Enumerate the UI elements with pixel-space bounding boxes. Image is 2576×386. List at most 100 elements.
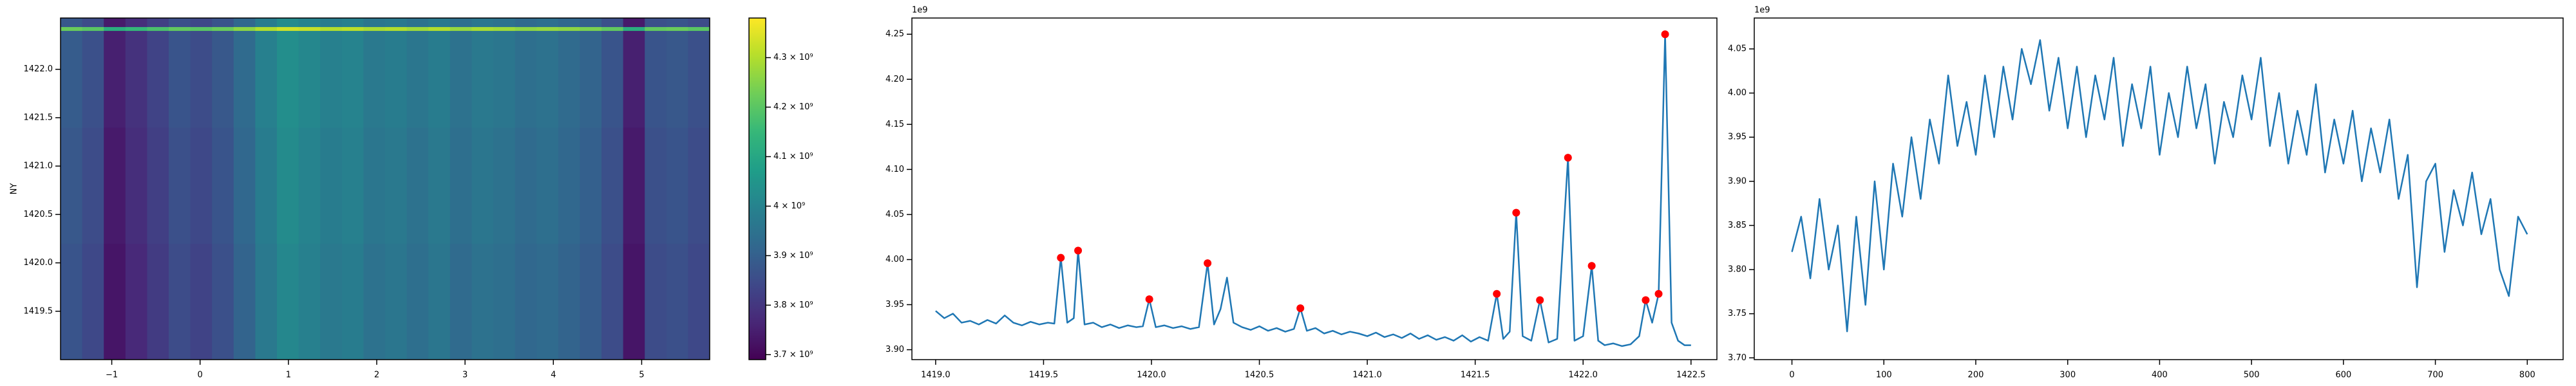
x-tick-label: 0 [198,371,203,380]
x-tick-label: 1421.5 [1461,371,1490,380]
heatmap-cell [515,18,537,28]
y-tick-label: 4.15 [886,120,904,129]
heatmap-cell [233,18,256,28]
heatmap-cell [515,243,537,360]
heatmap-cell [298,26,321,32]
heatmap-cell [190,127,213,244]
x-tick-label: 1422.0 [1568,371,1598,380]
heatmap-cell [645,127,667,244]
heatmap-cell [515,26,537,32]
x-tick-label: 100 [1876,371,1892,380]
axes-frame [60,17,710,360]
x-tick-label: 2 [374,371,379,380]
heatmap-cell [104,127,126,244]
heatmap-cell [82,18,104,28]
x-tick-label: 300 [2060,371,2076,380]
heatmap-cell [255,18,278,28]
heatmap-cell [450,18,472,28]
heatmap-cell [277,26,299,32]
heatmap-cell [104,243,126,360]
colorbar-tick-label: 3.8 × 10⁹ [773,300,813,310]
y-tick-label: 1420.0 [24,258,53,268]
y-tick-label: 3.75 [1728,309,1747,318]
heatmap-cell [169,243,191,360]
heatmap-cell [450,30,472,128]
peak-marker [1204,259,1212,268]
colorbar-tick-label: 4.1 × 10⁹ [773,152,813,161]
heatmap-cell [428,243,451,360]
heatmap-cell [406,18,429,28]
heatmap-cell [471,127,494,244]
x-tick-label: 1421.0 [1352,371,1382,380]
axes-frame [911,17,1718,360]
heatmap-cell [471,30,494,128]
x-tick-label: 3 [462,371,468,380]
heatmap-cell [190,18,213,28]
heatmap-cell [82,30,104,128]
heatmap-cell [645,18,667,28]
heatmap-cell [688,26,710,32]
heatmap-cell [580,26,602,32]
heatmap-cell [666,127,688,244]
heatmap-cell [536,127,559,244]
heatmap-cell [255,30,278,128]
heatmap-cell [190,243,213,360]
heatmap-cell [471,26,494,32]
y-tick-label: 3.70 [1728,353,1747,363]
heatmap-cell [104,18,126,28]
x-tick-label: 800 [2519,371,2535,380]
heatmap-cell [645,30,667,128]
heatmap-cell [363,26,386,32]
colorbar [748,17,766,360]
heatmap-cell [623,18,645,28]
x-tick-label: −1 [106,371,118,380]
heatmap-cell [169,18,191,28]
heatmap-cell [450,26,472,32]
heatmap-cell [385,26,408,32]
heatmap-cell [558,127,580,244]
heatmap-cell [580,30,602,128]
x-tick-label: 1420.0 [1137,371,1166,380]
heatmap-cell [558,30,580,128]
heatmap-cell [536,18,559,28]
peak-marker [1536,296,1544,304]
heatmap-cell [688,30,710,128]
x-tick-label: 400 [2152,371,2168,380]
heatmap-cell [341,127,364,244]
heatmap-cell [666,18,688,28]
heatmap-cell [125,243,147,360]
heatmap-cell [298,243,321,360]
heatmap-cell [363,127,386,244]
x-tick-label: 600 [2335,371,2351,380]
heatmap-cell [233,243,256,360]
heatmap-cell [601,18,624,28]
heatmap-cell [688,243,710,360]
x-tick-label: 200 [1968,371,1984,380]
heatmap-cell [169,127,191,244]
y-tick-label: 3.95 [1728,133,1747,142]
heatmap-cell [233,127,256,244]
heatmap-cell [61,243,83,360]
x-tick-label: 0 [1789,371,1794,380]
x-tick-label: 1420.5 [1245,371,1274,380]
colorbar-tick-label: 3.9 × 10⁹ [773,251,813,261]
y-tick-label: 3.90 [1728,176,1747,186]
heatmap-cell [233,30,256,128]
y-tick-label: 4.10 [886,165,904,174]
heatmap-cell [601,30,624,128]
heatmap-cell [623,26,645,32]
heatmap-cell [406,243,429,360]
heatmap-cell [233,26,256,32]
heatmap-cell [580,243,602,360]
heatmap-cell [623,127,645,244]
heatmap-cell [623,243,645,360]
heatmap-cell [536,26,559,32]
heatmap-cell [212,243,234,360]
heatmap-cell [645,26,667,32]
heatmap-cell [125,127,147,244]
heatmap-cell [104,26,126,32]
heatmap-cell [558,26,580,32]
y-tick-label: 1421.5 [24,113,53,122]
heatmap-cell [277,30,299,128]
